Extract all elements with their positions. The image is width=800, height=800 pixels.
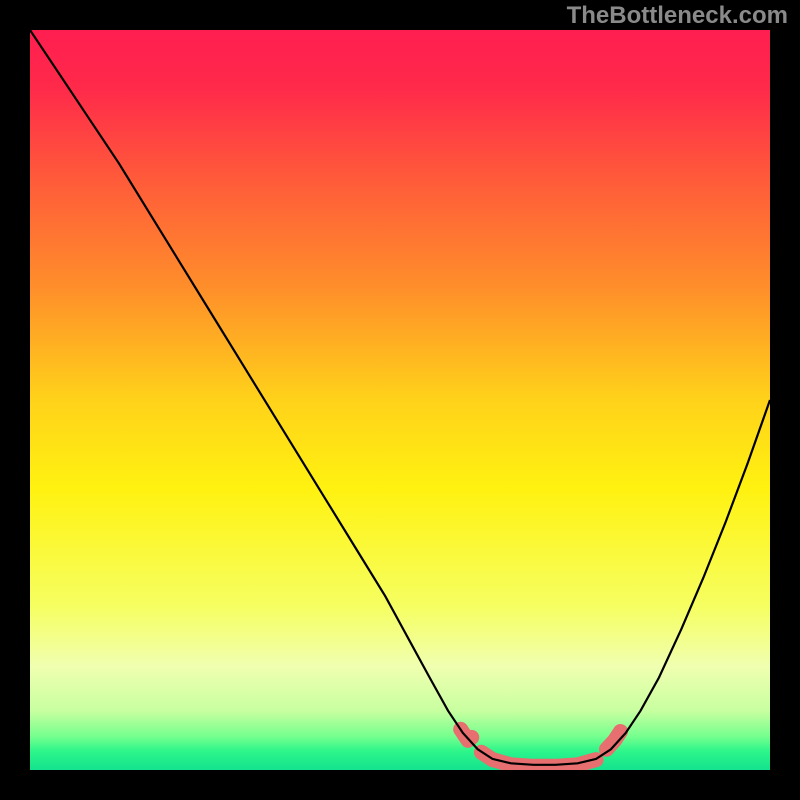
bottleneck-curve-chart	[30, 30, 770, 770]
attribution-text: TheBottleneck.com	[567, 2, 788, 30]
gradient-background	[30, 30, 770, 770]
chart-frame: TheBottleneck.com	[0, 0, 800, 800]
